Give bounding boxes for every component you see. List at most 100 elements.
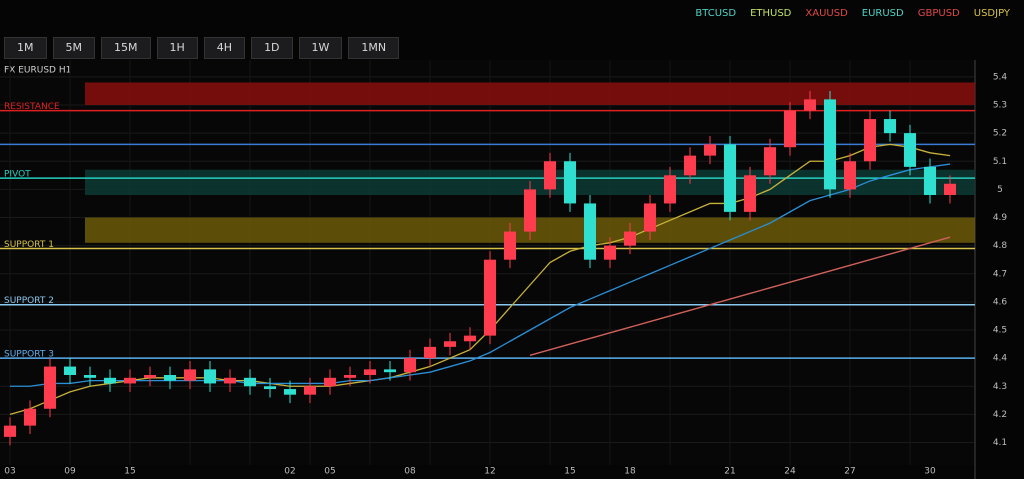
candle-body bbox=[844, 161, 856, 190]
ticker-item: BTCUSD bbox=[695, 8, 737, 19]
ticker-item: GBPUSD bbox=[917, 8, 960, 19]
x-tick-label: 08 bbox=[404, 467, 416, 477]
candle-body bbox=[624, 231, 636, 246]
timeframe-button[interactable]: 1M bbox=[4, 37, 47, 59]
candle-body bbox=[84, 375, 96, 378]
timeframe-button[interactable]: 5M bbox=[52, 37, 95, 59]
candle-body bbox=[824, 99, 836, 190]
x-tick-label: 21 bbox=[724, 467, 735, 477]
x-tick-label: 05 bbox=[324, 467, 335, 477]
candle-body bbox=[444, 341, 456, 347]
candle-body bbox=[504, 231, 516, 260]
ticker-item: USDJPY bbox=[973, 8, 1010, 19]
candle-body bbox=[904, 133, 916, 167]
candle-body bbox=[944, 183, 956, 195]
candle-body bbox=[324, 377, 336, 387]
candle-body bbox=[684, 155, 696, 176]
y-tick-label: 4.7 bbox=[993, 269, 1007, 279]
moving-average bbox=[529, 236, 951, 356]
candle-body bbox=[764, 147, 776, 176]
timeframe-button[interactable]: 4H bbox=[203, 37, 246, 59]
y-tick-label: 4.5 bbox=[993, 326, 1007, 336]
x-tick-label: 27 bbox=[844, 467, 855, 477]
candle-body bbox=[864, 119, 876, 162]
candle-body bbox=[184, 369, 196, 381]
x-tick-label: 15 bbox=[564, 467, 575, 477]
ticker-strip: BTCUSD ETHUSD XAUUSD EURUSD GBPUSD USDJPY bbox=[0, 8, 1024, 30]
y-tick-label: 4.4 bbox=[993, 354, 1008, 364]
candle-body bbox=[424, 346, 436, 359]
candle-body bbox=[264, 386, 276, 390]
candle-body bbox=[464, 335, 476, 342]
candle-body bbox=[284, 389, 296, 395]
x-tick-label: 18 bbox=[624, 467, 636, 477]
candle-body bbox=[564, 161, 576, 204]
y-tick-label: 5.1 bbox=[993, 157, 1007, 167]
zone bbox=[85, 82, 975, 105]
candle-body bbox=[224, 377, 236, 384]
candle-body bbox=[364, 369, 376, 375]
candle-body bbox=[304, 386, 316, 395]
y-tick-label: 5.2 bbox=[993, 129, 1007, 139]
candle-body bbox=[4, 425, 16, 437]
candle-body bbox=[804, 99, 816, 111]
candle-body bbox=[104, 377, 116, 384]
y-tick-label: 4.1 bbox=[993, 438, 1007, 448]
level-label: RESISTANCE bbox=[4, 102, 60, 112]
y-tick-label: 4.8 bbox=[993, 241, 1008, 251]
timeframe-button[interactable]: 1MN bbox=[348, 37, 400, 59]
candle-body bbox=[544, 161, 556, 190]
candle-body bbox=[344, 375, 356, 378]
candle-body bbox=[44, 366, 56, 409]
candle-body bbox=[744, 175, 756, 212]
level-label: PIVOT bbox=[4, 170, 31, 180]
y-tick-label: 4.6 bbox=[993, 297, 1008, 307]
y-tick-label: 4.3 bbox=[993, 382, 1007, 392]
candle-body bbox=[524, 189, 536, 232]
candle-body bbox=[404, 358, 416, 373]
ticker-item: XAUUSD bbox=[805, 8, 848, 19]
x-tick-label: 30 bbox=[924, 467, 936, 477]
x-tick-label: 03 bbox=[4, 467, 15, 477]
candle-body bbox=[584, 203, 596, 260]
candle-body bbox=[664, 175, 676, 204]
candle-body bbox=[884, 119, 896, 134]
timeframe-button[interactable]: 1D bbox=[251, 37, 293, 59]
level-label: SUPPORT 1 bbox=[4, 240, 54, 250]
x-tick-label: 15 bbox=[124, 467, 135, 477]
candle-body bbox=[924, 166, 936, 195]
candle-body bbox=[604, 245, 616, 260]
candle-body bbox=[124, 377, 136, 384]
toolbar: 1M 5M 15M 1H 4H 1D 1W 1MN bbox=[0, 37, 1024, 59]
candle-body bbox=[484, 259, 496, 336]
chart: FX EURUSD H1 5.4 5.3 5.2 5.1 5 4.9 4.8 4.7 4.6 4.… bbox=[0, 60, 1008, 479]
timeframe-button[interactable]: 1H bbox=[156, 37, 198, 59]
candle-body bbox=[644, 203, 656, 232]
y-tick-label: 4.2 bbox=[993, 410, 1007, 420]
y-tick-label: 5.3 bbox=[993, 101, 1007, 111]
y-tick-label: 5.4 bbox=[993, 72, 1008, 82]
x-tick-label: 24 bbox=[784, 467, 796, 477]
timeframe-button[interactable]: 15M bbox=[101, 37, 151, 59]
candle-body bbox=[384, 369, 396, 373]
timeframe-button[interactable]: 1W bbox=[298, 37, 343, 59]
ticker-item: EURUSD bbox=[861, 8, 904, 19]
x-tick-label: 12 bbox=[484, 467, 495, 477]
candle-body bbox=[64, 366, 76, 375]
candle-body bbox=[244, 377, 256, 387]
candle-body bbox=[784, 110, 796, 148]
x-tick-label: 02 bbox=[284, 467, 295, 477]
chart-legend: FX EURUSD H1 bbox=[4, 66, 71, 76]
x-tick-label: 09 bbox=[64, 467, 76, 477]
candle-body bbox=[24, 408, 36, 426]
level-label: SUPPORT 2 bbox=[4, 296, 54, 306]
y-tick-label: 5 bbox=[997, 185, 1003, 195]
level-label: SUPPORT 3 bbox=[4, 350, 54, 360]
candle-body bbox=[164, 375, 176, 381]
candle-body bbox=[204, 369, 216, 384]
candle-body bbox=[724, 144, 736, 212]
candle-body bbox=[704, 144, 716, 156]
y-tick-label: 4.9 bbox=[993, 213, 1008, 223]
ticker-item: ETHUSD bbox=[750, 8, 792, 19]
candle-body bbox=[144, 375, 156, 378]
